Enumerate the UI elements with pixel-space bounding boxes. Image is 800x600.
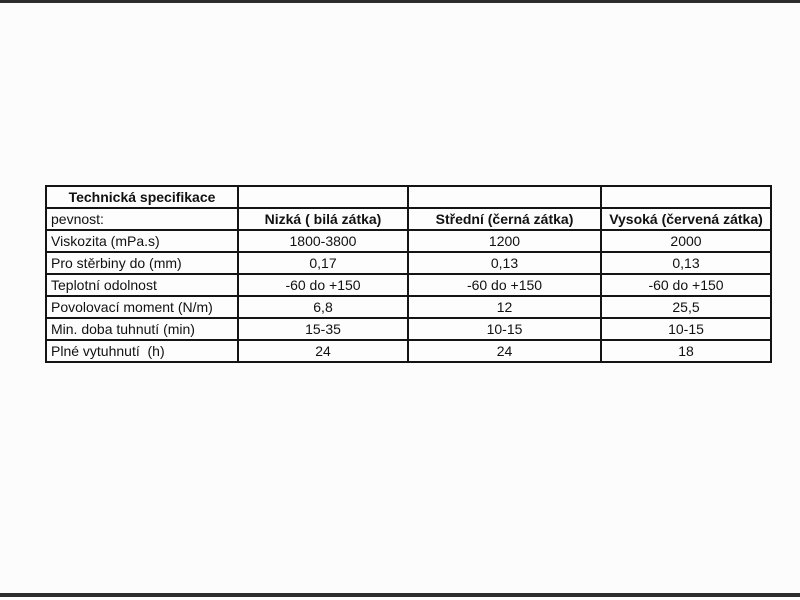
col-header-low-strength: Nizká ( bilá zátka) — [237, 207, 409, 231]
value-cell: 0,13 — [600, 251, 772, 275]
value-cell: 0,13 — [407, 251, 602, 275]
table-row-viscosity: Viskozita (mPa.s) 1800-3800 1200 2000 — [45, 229, 772, 253]
table-row-release-torque: Povolovací moment (N/m) 6,8 12 25,5 — [45, 295, 772, 319]
value-cell: 18 — [600, 339, 772, 363]
value-cell: 0,17 — [237, 251, 409, 275]
table-row-title: Technická specifikace — [45, 185, 772, 209]
table-row-min-curing-time: Min. doba tuhnutí (min) 15-35 10-15 10-1… — [45, 317, 772, 341]
table-row-temperature-resistance: Teplotní odolnost -60 do +150 -60 do +15… — [45, 273, 772, 297]
col-header-medium-strength: Střední (černá zátka) — [407, 207, 602, 231]
technical-specification-table: Technická specifikace pevnost: Nizká ( b… — [45, 185, 772, 363]
empty-cell — [407, 185, 602, 209]
row-label-gap: Pro stěrbiny do (mm) — [45, 251, 239, 275]
empty-cell — [237, 185, 409, 209]
table-title-cell: Technická specifikace — [45, 185, 239, 209]
value-cell: 2000 — [600, 229, 772, 253]
value-cell: 15-35 — [237, 317, 409, 341]
col-header-high-strength: Vysoká (červená zátka) — [600, 207, 772, 231]
value-cell: -60 do +150 — [600, 273, 772, 297]
row-label-strength: pevnost: — [45, 207, 239, 231]
bottom-border-bar — [0, 593, 800, 597]
value-cell: -60 do +150 — [407, 273, 602, 297]
value-cell: 25,5 — [600, 295, 772, 319]
value-cell: 24 — [237, 339, 409, 363]
table-row-full-cure: Plné vytuhnutí (h) 24 24 18 — [45, 339, 772, 363]
value-cell: 1200 — [407, 229, 602, 253]
value-cell: 24 — [407, 339, 602, 363]
row-label-min-curing: Min. doba tuhnutí (min) — [45, 317, 239, 341]
value-cell: -60 do +150 — [237, 273, 409, 297]
row-label-temperature: Teplotní odolnost — [45, 273, 239, 297]
value-cell: 10-15 — [600, 317, 772, 341]
value-cell: 10-15 — [407, 317, 602, 341]
value-cell: 1800-3800 — [237, 229, 409, 253]
value-cell: 12 — [407, 295, 602, 319]
row-label-full-cure: Plné vytuhnutí (h) — [45, 339, 239, 363]
row-label-torque: Povolovací moment (N/m) — [45, 295, 239, 319]
table-row-gap: Pro stěrbiny do (mm) 0,17 0,13 0,13 — [45, 251, 772, 275]
row-label-viscosity: Viskozita (mPa.s) — [45, 229, 239, 253]
value-cell: 6,8 — [237, 295, 409, 319]
empty-cell — [600, 185, 772, 209]
top-border-bar — [0, 0, 800, 3]
table-row-strength-headers: pevnost: Nizká ( bilá zátka) Střední (če… — [45, 207, 772, 231]
